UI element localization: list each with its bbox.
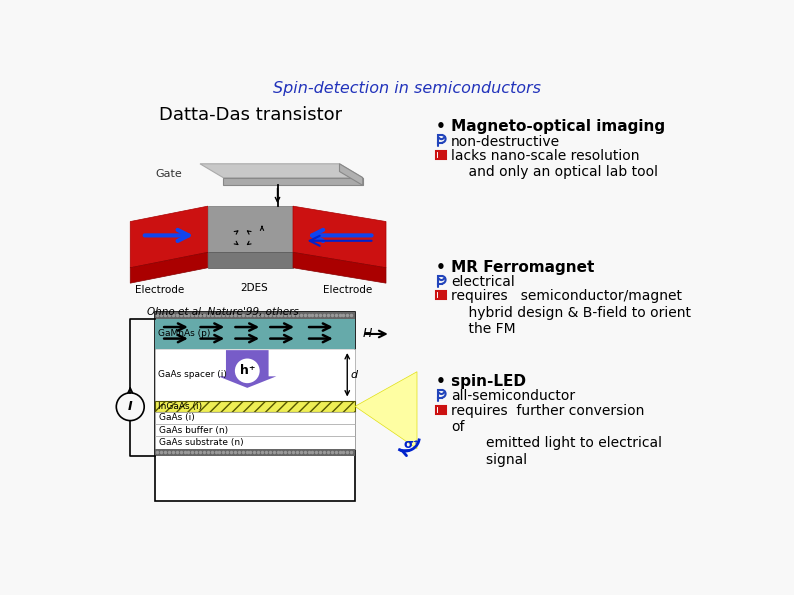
Text: Spin-detection in semiconductors: Spin-detection in semiconductors (273, 81, 541, 96)
Text: H: H (363, 327, 372, 340)
Text: GaAs spacer (i): GaAs spacer (i) (158, 370, 227, 379)
Polygon shape (340, 164, 363, 186)
FancyBboxPatch shape (155, 312, 355, 320)
FancyBboxPatch shape (437, 406, 446, 414)
Polygon shape (293, 206, 386, 268)
Text: • spin-LED: • spin-LED (437, 374, 526, 389)
Text: InGaAs (i): InGaAs (i) (158, 402, 202, 411)
Polygon shape (355, 372, 417, 449)
FancyBboxPatch shape (155, 320, 355, 349)
Text: all-semiconductor: all-semiconductor (451, 389, 575, 403)
Text: Gate: Gate (155, 169, 182, 179)
FancyBboxPatch shape (155, 349, 355, 401)
Polygon shape (130, 206, 208, 268)
Polygon shape (293, 252, 386, 283)
Text: 2DES: 2DES (241, 283, 268, 293)
Text: σ⁺: σ⁺ (403, 439, 420, 452)
Text: GaMnAs (p): GaMnAs (p) (158, 330, 210, 339)
Text: GaAs substrate (n): GaAs substrate (n) (159, 438, 244, 447)
FancyBboxPatch shape (155, 401, 355, 412)
Polygon shape (223, 178, 363, 186)
Polygon shape (208, 206, 293, 252)
FancyBboxPatch shape (155, 436, 355, 449)
FancyBboxPatch shape (437, 292, 445, 298)
Text: GaAs buffer (n): GaAs buffer (n) (159, 425, 228, 435)
Text: Datta-Das transistor: Datta-Das transistor (159, 105, 342, 124)
FancyBboxPatch shape (437, 151, 446, 159)
Text: GaAs (i): GaAs (i) (159, 414, 195, 422)
FancyBboxPatch shape (437, 291, 446, 299)
Text: h⁺: h⁺ (240, 364, 255, 377)
Text: • MR Ferromagnet: • MR Ferromagnet (437, 260, 595, 275)
Text: non-destructive: non-destructive (451, 134, 561, 149)
FancyBboxPatch shape (437, 407, 445, 413)
Text: Ohno et al. Nature'99, others: Ohno et al. Nature'99, others (148, 307, 299, 317)
Text: lacks nano-scale resolution
    and only an optical lab tool: lacks nano-scale resolution and only an … (451, 149, 658, 179)
Text: requires   semiconductor/magnet
    hybrid design & B-field to orient
    the FM: requires semiconductor/magnet hybrid des… (451, 289, 691, 336)
Text: I: I (128, 400, 133, 414)
Text: requires  further conversion
of
        emitted light to electrical
        sign: requires further conversion of emitted l… (451, 404, 662, 466)
FancyBboxPatch shape (155, 424, 355, 436)
FancyBboxPatch shape (437, 152, 445, 158)
Text: • Magneto-optical imaging: • Magneto-optical imaging (437, 119, 665, 134)
FancyBboxPatch shape (155, 312, 355, 501)
Text: d: d (350, 369, 357, 380)
Circle shape (235, 359, 260, 383)
Polygon shape (208, 252, 293, 268)
FancyArrow shape (218, 350, 276, 388)
Polygon shape (200, 164, 363, 178)
FancyBboxPatch shape (155, 449, 355, 456)
FancyBboxPatch shape (155, 412, 355, 424)
Text: Electrode: Electrode (322, 286, 372, 296)
Polygon shape (130, 252, 208, 283)
Text: Electrode: Electrode (135, 286, 184, 296)
Text: electrical: electrical (451, 275, 515, 289)
